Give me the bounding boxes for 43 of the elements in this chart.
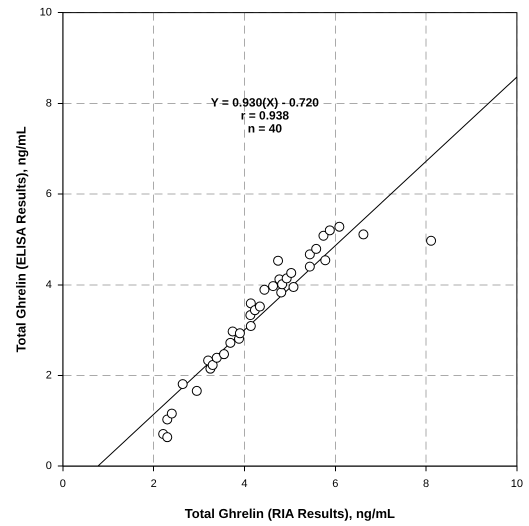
y-tick-label: 8 — [46, 97, 52, 110]
y-axis-title: Total Ghrelin (ELISA Results), ng/mL — [13, 126, 28, 352]
point — [334, 222, 344, 232]
point — [276, 287, 286, 298]
point — [192, 386, 202, 396]
point — [212, 352, 222, 363]
point — [426, 236, 436, 246]
annotation: n = 40 — [248, 122, 282, 136]
x-tick-label: 0 — [60, 478, 66, 490]
point — [288, 282, 298, 292]
x-tick-label: 10 — [510, 478, 524, 490]
point — [311, 244, 322, 254]
point — [273, 256, 284, 266]
point — [234, 328, 245, 338]
point — [246, 321, 256, 332]
point — [268, 281, 278, 292]
point — [208, 360, 218, 370]
point — [304, 249, 315, 260]
point — [318, 230, 328, 241]
point — [358, 229, 368, 240]
point — [166, 408, 177, 419]
point — [259, 284, 270, 295]
point — [225, 338, 236, 348]
y-tick-label: 6 — [46, 188, 52, 200]
y-tick-label: 0 — [46, 460, 52, 472]
point — [178, 379, 188, 390]
annotation: Y = 0.930(X) - 0.720 — [210, 96, 320, 110]
x-axis-title: Total Ghrelin (RIA Results), ng/mL — [184, 506, 396, 521]
point — [324, 225, 335, 236]
point — [320, 255, 330, 266]
point — [162, 432, 172, 442]
x-tick-label: 8 — [423, 478, 430, 490]
point — [304, 262, 315, 272]
point — [219, 349, 230, 360]
x-tick-label: 4 — [241, 478, 248, 490]
annotation: r = 0.938 — [240, 108, 290, 123]
x-tick-label: 6 — [332, 478, 338, 490]
y-tick-label: 4 — [46, 278, 52, 291]
y-tick-label: 10 — [40, 6, 52, 19]
point — [286, 268, 296, 278]
x-tick-label: 2 — [150, 478, 157, 490]
point — [254, 302, 265, 312]
y-tick-label: 2 — [46, 370, 52, 382]
